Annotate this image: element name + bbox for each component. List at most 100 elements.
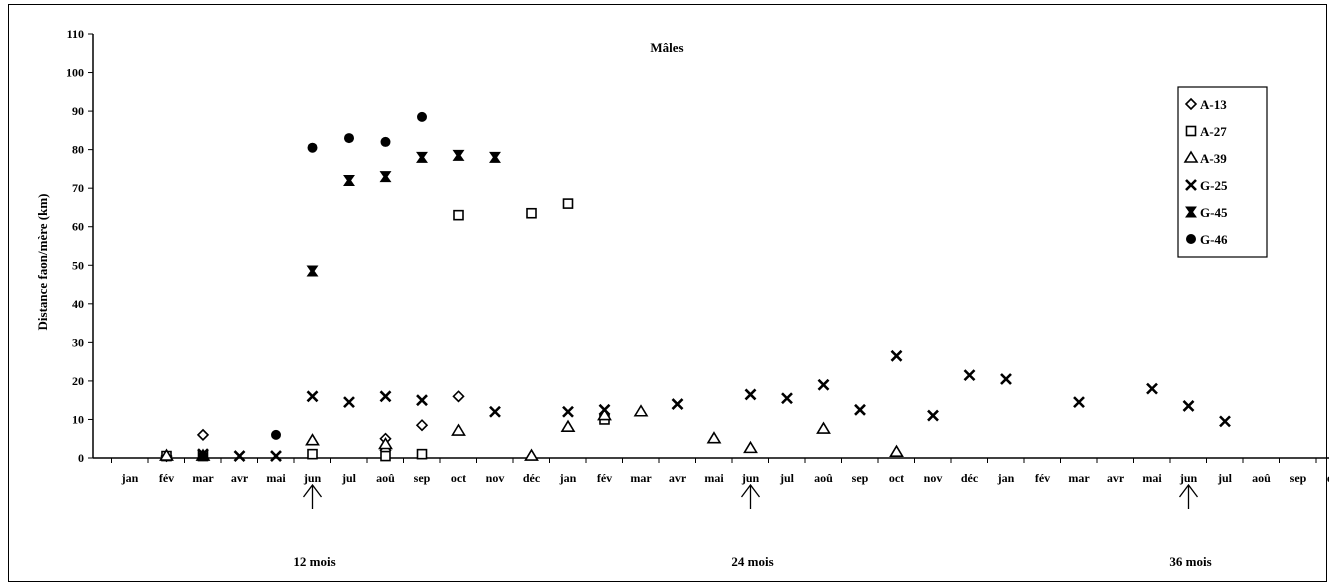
x-tick-label: fév [1035, 471, 1050, 485]
y-tick-label: 0 [78, 451, 84, 465]
y-tick-label: 40 [72, 297, 84, 311]
data-point-g-46 [271, 429, 281, 440]
data-point-a-39 [706, 431, 722, 444]
data-point-a-13 [415, 419, 429, 432]
data-point-g-25 [817, 378, 830, 391]
chart-frame [8, 4, 1327, 582]
data-point-g-45 [306, 265, 319, 277]
y-tick-label: 30 [72, 335, 84, 349]
x-tick-label: mai [266, 471, 286, 485]
data-point-a-13 [452, 390, 465, 403]
annotation-arrow [302, 483, 323, 509]
x-tick-label: jan [997, 471, 1015, 485]
data-point-a-39 [378, 436, 393, 450]
data-point-a-39 [524, 448, 539, 461]
legend-marker-g-46 [1186, 234, 1196, 244]
data-point-a-39 [159, 448, 174, 461]
x-tick-label: sep [852, 471, 869, 485]
y-tick-label: 100 [66, 66, 84, 80]
data-point-g-45 [343, 174, 355, 186]
data-point-a-39 [743, 440, 758, 454]
data-point-g-25 [854, 403, 866, 416]
legend-label-a-13: A-13 [1200, 97, 1227, 112]
annotation-label: 12 mois [293, 554, 335, 569]
data-point-g-25 [1219, 415, 1231, 428]
annotation-label: 36 mois [1169, 554, 1211, 569]
data-point-g-25 [1182, 400, 1195, 412]
x-tick-label: jul [341, 471, 357, 485]
y-tick-label: 50 [72, 258, 84, 272]
legend-label-g-46: G-46 [1200, 232, 1228, 247]
data-point-a-39 [633, 404, 649, 417]
x-tick-label: fév [159, 471, 174, 485]
data-point-a-39 [889, 444, 904, 458]
legend-marker-a-39 [1183, 150, 1199, 163]
annotation-arrow [740, 483, 761, 509]
legend-box [1177, 86, 1268, 258]
data-point-a-27 [416, 448, 428, 460]
y-tick-label: 10 [72, 412, 84, 426]
data-point-g-25 [598, 403, 611, 416]
data-point-g-25 [744, 388, 757, 401]
data-point-g-25 [343, 396, 355, 409]
x-tick-label: déc [523, 471, 541, 485]
data-point-g-25 [379, 390, 392, 403]
data-point-g-45 [416, 151, 428, 163]
x-tick-label: aoû [376, 471, 395, 485]
x-tick-label: jul [779, 471, 795, 485]
data-point-g-25 [927, 409, 939, 422]
data-point-g-46 [307, 142, 318, 153]
data-point-g-25 [489, 405, 501, 418]
plot-area [159, 111, 1231, 463]
x-tick-label: avr [231, 471, 249, 485]
x-tick-label: jul [1217, 471, 1233, 485]
x-tick-label: mar [192, 471, 214, 485]
data-point-g-25 [1146, 382, 1158, 395]
legend-marker-g-45 [1185, 206, 1197, 218]
x-tick-label: mar [630, 471, 652, 485]
chart-title: Mâles [650, 40, 683, 55]
y-tick-label: 70 [72, 181, 84, 195]
y-axis-label: Distance faon/mère (km) [35, 194, 50, 331]
data-point-a-27 [307, 448, 318, 460]
data-point-g-25 [416, 394, 428, 407]
legend-marker-a-27 [1185, 125, 1197, 137]
data-point-g-46 [380, 136, 391, 147]
x-tick-label: sep [1290, 471, 1307, 485]
data-point-g-25 [306, 390, 319, 403]
legend-marker-a-13 [1184, 97, 1198, 111]
x-tick-label: nov [486, 471, 505, 485]
y-tick-label: 90 [72, 104, 84, 118]
x-tick-label: mar [1068, 471, 1090, 485]
y-tick-label: 20 [72, 374, 84, 388]
data-point-g-25 [562, 405, 574, 418]
data-point-g-25 [270, 450, 282, 462]
y-tick-label: 60 [72, 220, 84, 234]
data-point-a-27 [380, 450, 391, 462]
legend-label-g-45: G-45 [1200, 205, 1228, 220]
data-point-g-25 [890, 349, 903, 362]
data-point-g-46 [344, 133, 354, 144]
y-tick-label: 80 [72, 143, 84, 157]
data-point-a-39 [816, 421, 831, 434]
annotation-label: 24 mois [731, 554, 773, 569]
data-point-g-25 [1073, 396, 1085, 409]
x-tick-label: déc [961, 471, 979, 485]
axes: 0 10 20 30 40 50 60 70 80 90 100 110 jan fév mar avr mai… [66, 27, 1329, 485]
x-tick-label: oct [1327, 471, 1329, 485]
data-point-a-27 [526, 207, 537, 219]
annotation-arrow [1178, 483, 1199, 509]
data-point-g-46 [198, 451, 208, 462]
x-tick-label: jun [303, 471, 322, 485]
x-tick-label: jun [1179, 471, 1198, 485]
data-point-a-13 [196, 428, 210, 442]
legend-label-a-39: A-39 [1200, 151, 1227, 166]
x-tick-label: mai [1142, 471, 1162, 485]
annotations: 12 mois 24 mois 36 mois [293, 483, 1212, 569]
data-point-g-46 [417, 111, 427, 122]
x-tick-label: avr [669, 471, 687, 485]
legend: A-13 A-27 A-39 G-25 G-45 G-46 [1177, 86, 1268, 258]
data-point-a-27 [562, 198, 574, 209]
data-point-g-45 [379, 171, 392, 183]
data-point-g-25 [671, 398, 684, 410]
